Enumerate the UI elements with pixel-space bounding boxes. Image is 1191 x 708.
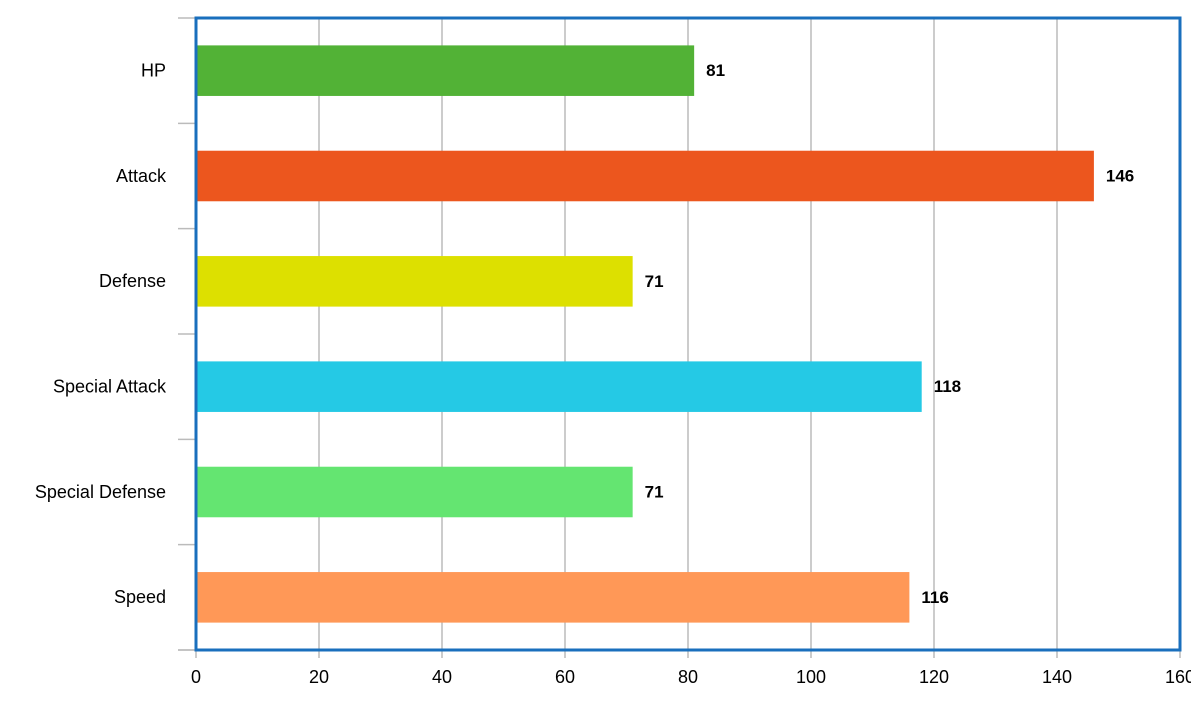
- x-tick-label: 160: [1165, 667, 1191, 687]
- x-tick-label: 40: [432, 667, 452, 687]
- x-tick-label: 20: [309, 667, 329, 687]
- y-tick-label: Special Defense: [35, 482, 166, 502]
- x-tick-label: 60: [555, 667, 575, 687]
- bar: [196, 466, 633, 518]
- bar: [196, 361, 922, 412]
- y-tick-label: Speed: [114, 587, 166, 607]
- value-label: 116: [921, 588, 948, 607]
- value-label: 71: [645, 482, 664, 501]
- value-label: 71: [645, 272, 664, 291]
- y-tick-label: Special Attack: [53, 376, 167, 396]
- bar: [196, 572, 910, 623]
- x-tick-label: 100: [796, 667, 826, 687]
- value-label: 118: [934, 377, 961, 396]
- value-label: 81: [706, 61, 725, 80]
- y-tick-label: Attack: [116, 166, 167, 186]
- x-tick-label: 0: [191, 667, 201, 687]
- x-tick-label: 140: [1042, 667, 1072, 687]
- bar: [196, 256, 633, 307]
- y-tick-label: Defense: [99, 271, 166, 291]
- x-tick-label: 120: [919, 667, 949, 687]
- bar: [196, 150, 1094, 202]
- bar: [196, 45, 695, 96]
- y-tick-label: HP: [141, 60, 166, 80]
- plot-border: [194, 16, 1182, 652]
- x-tick-label: 80: [678, 667, 698, 687]
- value-label: 146: [1106, 166, 1134, 185]
